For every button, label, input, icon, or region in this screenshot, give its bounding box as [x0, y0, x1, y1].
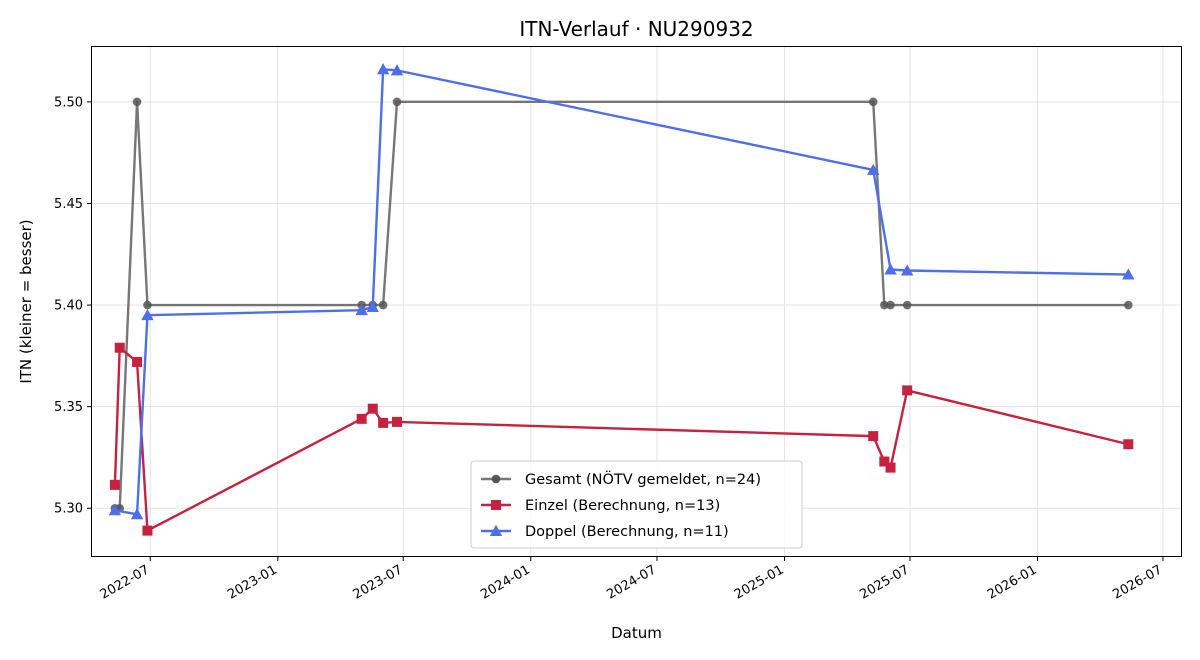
legend-swatch-marker: [491, 500, 501, 510]
data-point: [378, 417, 389, 428]
data-point: [885, 462, 896, 473]
data-point: [142, 525, 153, 536]
data-point: [378, 300, 388, 310]
data-point: [132, 356, 143, 367]
legend-label: Doppel (Berechnung, n=11): [525, 524, 729, 540]
data-point: [132, 97, 142, 107]
legend: Gesamt (NÖTV gemeldet, n=24) Einzel (Bere…: [470, 460, 803, 549]
data-point: [880, 300, 889, 310]
legend-label: Gesamt (NÖTV gemeldet, n=24): [525, 470, 761, 488]
data-point: [868, 97, 878, 107]
chart-title: ITN-Verlauf · NU290932: [519, 17, 753, 41]
series-doppel: [108, 63, 1135, 520]
data-point: [114, 342, 125, 353]
data-point: [886, 300, 895, 310]
data-point: [1124, 300, 1133, 310]
data-point: [392, 97, 402, 107]
legend-label: Einzel (Berechnung, n=13): [525, 498, 720, 514]
data-point: [130, 508, 144, 520]
data-point: [390, 64, 404, 76]
series-layer: [108, 63, 1135, 536]
data-point: [355, 303, 368, 316]
data-point: [867, 163, 880, 175]
data-point: [868, 431, 879, 442]
plot-area-frame: [91, 46, 1182, 557]
data-point: [902, 385, 913, 396]
data-point: [356, 413, 367, 424]
y-tick-label: 5.45: [54, 197, 83, 212]
data-point: [376, 63, 390, 75]
data-point: [367, 403, 378, 414]
y-axis: 5.30 5.35 5.40 5.45 5.50: [54, 95, 92, 517]
data-point: [143, 300, 152, 310]
data-point: [366, 300, 379, 313]
data-point: [1123, 439, 1134, 450]
legend-swatch-marker: [491, 474, 501, 484]
data-point: [108, 504, 122, 516]
y-tick-label: 5.50: [54, 95, 83, 110]
y-axis-title: ITN (kleiner = besser): [17, 219, 35, 383]
series-einzel: [109, 342, 1134, 536]
y-tick-label: 5.35: [54, 400, 83, 415]
y-tick-label: 5.30: [54, 502, 83, 517]
x-axis-title: Datum: [611, 624, 662, 642]
data-point: [109, 479, 120, 490]
data-point: [392, 416, 403, 427]
data-point: [884, 263, 897, 275]
data-point: [1122, 268, 1135, 280]
data-point: [902, 300, 912, 310]
data-point: [141, 309, 154, 321]
data-point: [879, 456, 890, 467]
legend-swatch-marker: [489, 524, 503, 536]
y-tick-label: 5.40: [54, 299, 83, 314]
legend-box: [470, 460, 803, 549]
data-point: [900, 264, 914, 276]
